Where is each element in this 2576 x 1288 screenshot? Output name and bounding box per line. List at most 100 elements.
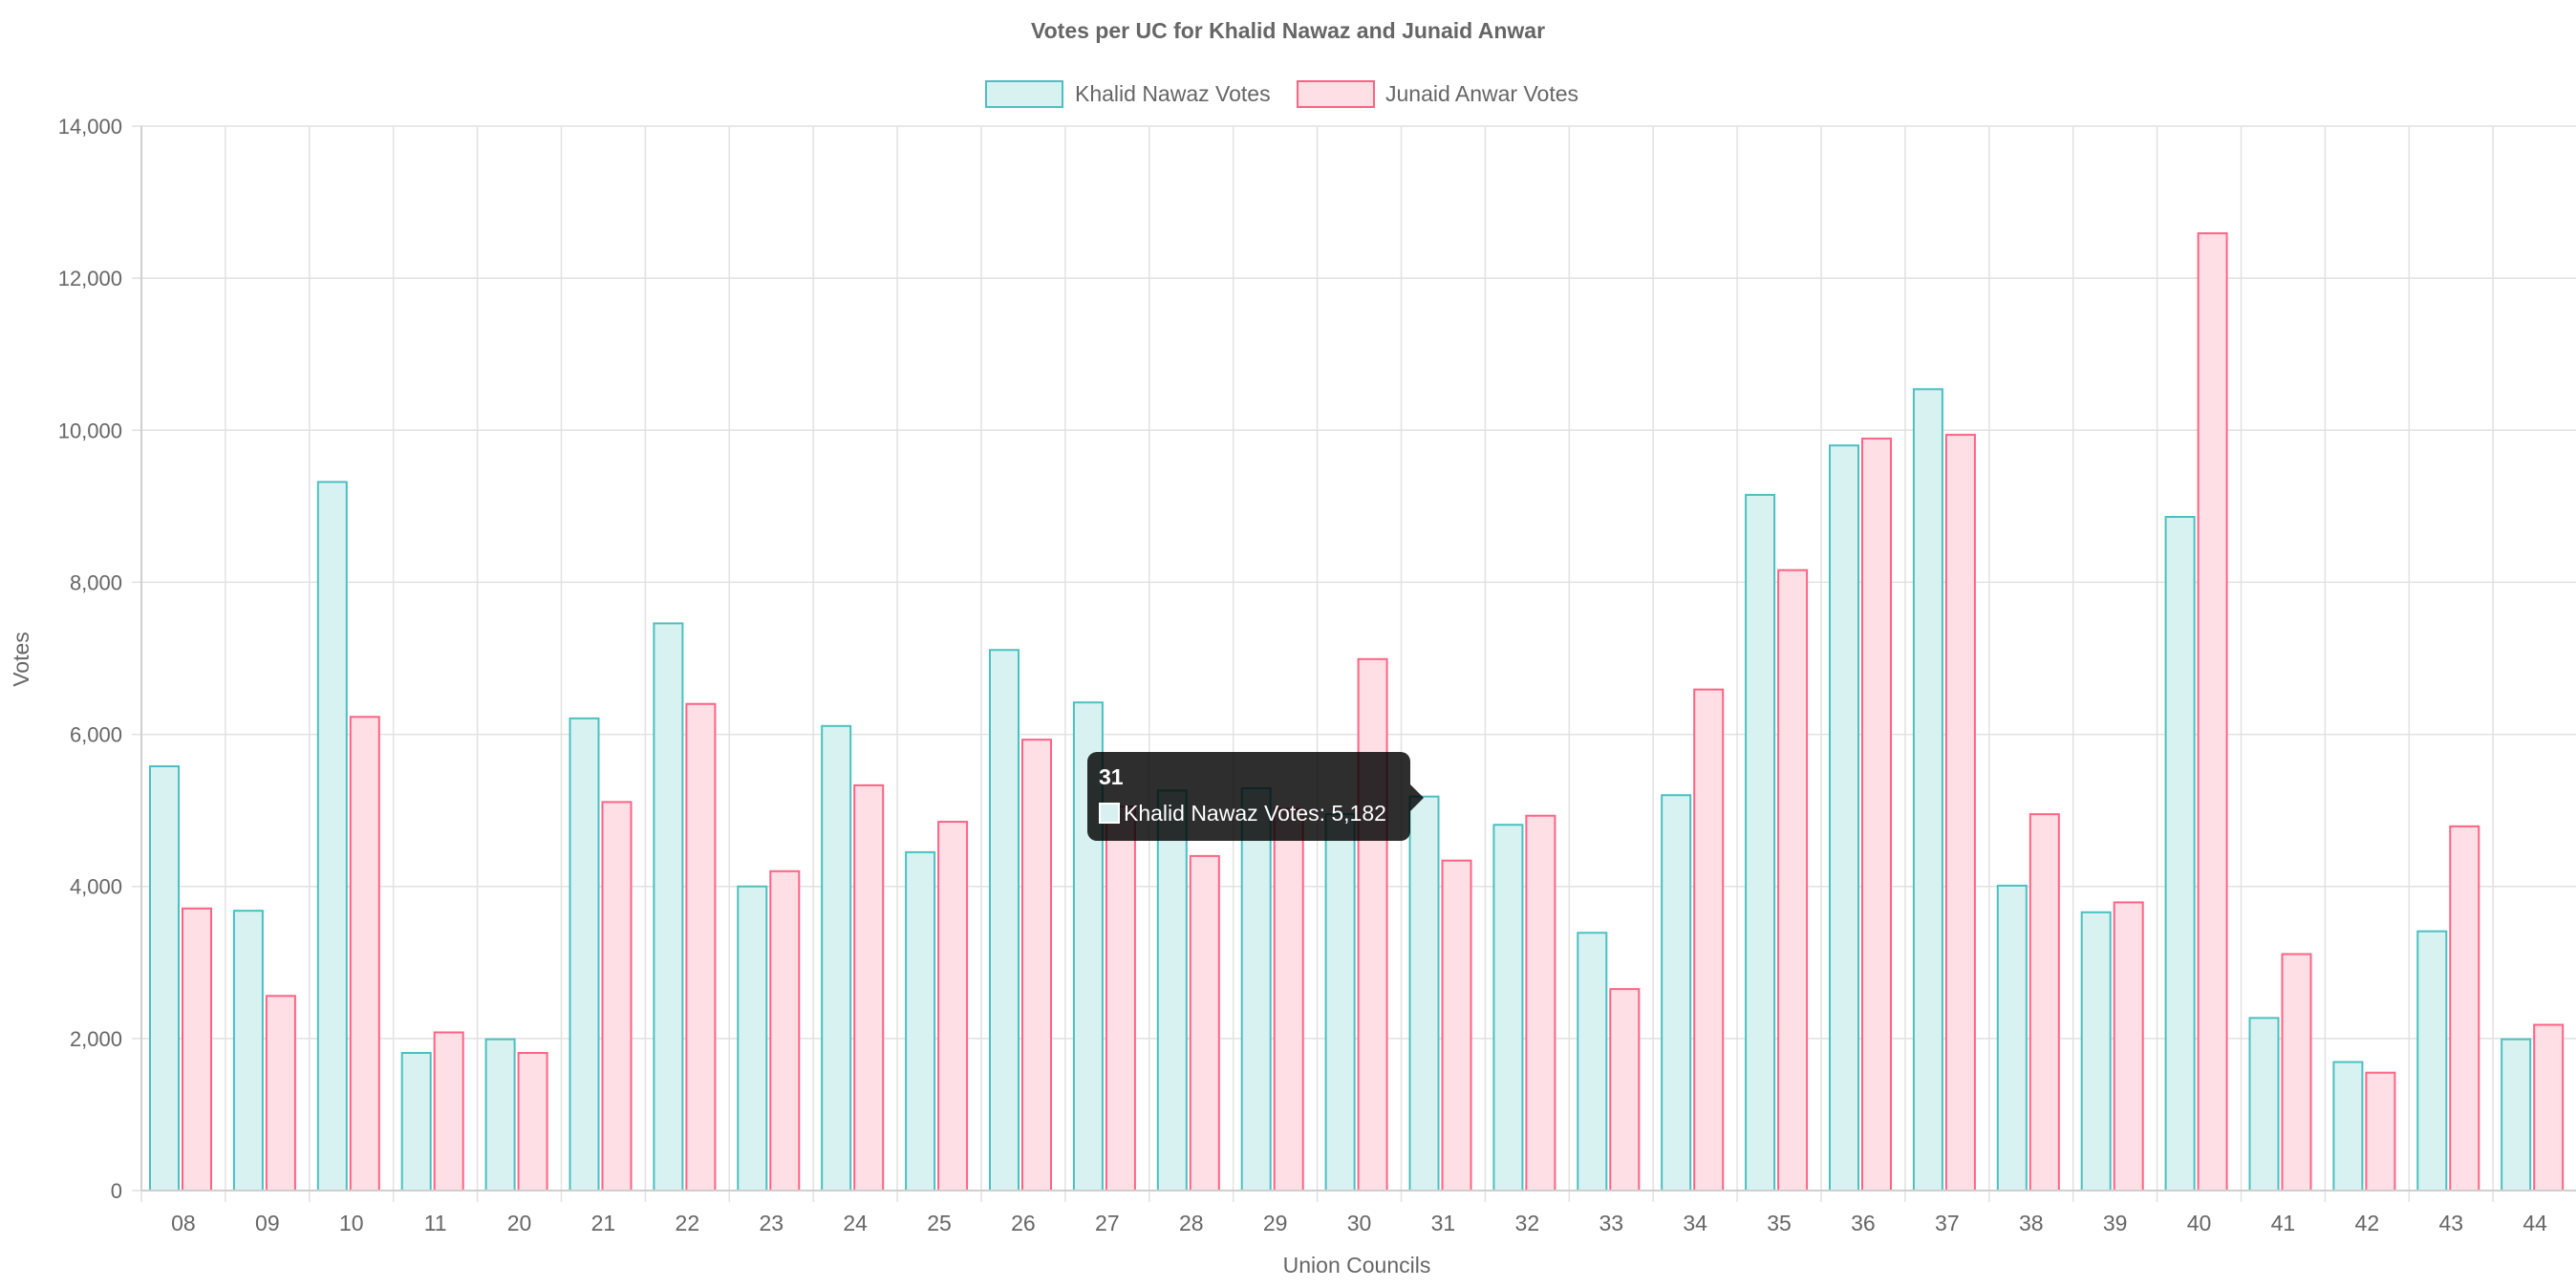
y-tick-label: 2,000 — [70, 1027, 122, 1051]
bar-junaid-25[interactable] — [937, 821, 969, 1191]
bar-khalid-26[interactable] — [989, 649, 1020, 1191]
x-tick-label: 32 — [1515, 1211, 1540, 1235]
x-tick-label: 09 — [255, 1211, 280, 1235]
bars — [149, 232, 2565, 1192]
bar-khalid-31[interactable] — [1408, 795, 1440, 1191]
bar-khalid-41[interactable] — [2248, 1017, 2280, 1191]
bar-khalid-08[interactable] — [149, 764, 180, 1192]
bar-junaid-08[interactable] — [182, 907, 212, 1191]
bar-khalid-24[interactable] — [821, 724, 852, 1191]
x-tick-label: 39 — [2103, 1211, 2128, 1235]
bar-junaid-22[interactable] — [685, 702, 717, 1191]
bar-junaid-33[interactable] — [1609, 988, 1641, 1192]
x-tick-label: 35 — [1767, 1211, 1792, 1235]
bar-junaid-30[interactable] — [1357, 657, 1388, 1191]
bar-khalid-09[interactable] — [232, 910, 264, 1191]
bar-junaid-20[interactable] — [517, 1051, 548, 1191]
x-tick-label: 24 — [843, 1211, 868, 1235]
legend-item-junaid[interactable]: Junaid Anwar Votes — [1297, 80, 1578, 108]
bar-khalid-25[interactable] — [905, 850, 936, 1192]
bar-junaid-11[interactable] — [433, 1031, 464, 1192]
bar-junaid-32[interactable] — [1525, 814, 1556, 1191]
bar-khalid-30[interactable] — [1324, 813, 1356, 1191]
bar-junaid-21[interactable] — [601, 801, 633, 1191]
bar-junaid-43[interactable] — [2449, 825, 2480, 1191]
bar-junaid-34[interactable] — [1693, 688, 1725, 1191]
bar-junaid-40[interactable] — [2197, 232, 2228, 1191]
bar-junaid-09[interactable] — [265, 995, 296, 1191]
x-tick-label: 28 — [1179, 1211, 1204, 1235]
bar-khalid-20[interactable] — [484, 1038, 516, 1191]
tooltip: 31 Khalid Nawaz Votes: 5,182 — [1087, 752, 1424, 841]
bar-junaid-28[interactable] — [1189, 854, 1220, 1192]
x-tick-label: 22 — [676, 1211, 700, 1235]
bar-junaid-44[interactable] — [2533, 1023, 2565, 1192]
bar-junaid-27[interactable] — [1105, 805, 1136, 1192]
bar-khalid-29[interactable] — [1240, 787, 1272, 1191]
bar-khalid-34[interactable] — [1661, 794, 1692, 1191]
bar-khalid-44[interactable] — [2501, 1038, 2532, 1191]
bar-khalid-36[interactable] — [1829, 444, 1859, 1191]
bar-khalid-42[interactable] — [2332, 1061, 2364, 1191]
bar-junaid-36[interactable] — [1861, 438, 1892, 1191]
bar-junaid-35[interactable] — [1777, 569, 1809, 1191]
x-tick-label: 25 — [927, 1211, 952, 1235]
tooltip-title: 31 — [1099, 764, 1124, 789]
bar-junaid-42[interactable] — [2365, 1071, 2396, 1192]
bar-khalid-10[interactable] — [316, 481, 348, 1191]
tooltip-swatch — [1099, 803, 1120, 824]
legend-label-junaid: Junaid Anwar Votes — [1385, 81, 1578, 106]
bar-junaid-29[interactable] — [1273, 807, 1304, 1192]
y-tick-label: 4,000 — [70, 875, 122, 899]
tooltip-caret — [1410, 784, 1424, 811]
x-tick-label: 34 — [1683, 1211, 1707, 1235]
y-axis-title: Votes — [9, 632, 33, 687]
bar-junaid-31[interactable] — [1441, 859, 1472, 1191]
x-tick-label: 41 — [2271, 1211, 2296, 1235]
tooltip-label: Khalid Nawaz Votes: 5,182 — [1124, 801, 1386, 826]
bar-khalid-33[interactable] — [1577, 932, 1608, 1191]
y-tick-label: 8,000 — [70, 570, 122, 594]
bar-junaid-23[interactable] — [769, 869, 801, 1191]
x-tick-label: 38 — [2019, 1211, 2044, 1235]
bar-junaid-26[interactable] — [1021, 739, 1052, 1191]
x-tick-label: 30 — [1347, 1211, 1372, 1235]
bar-junaid-10[interactable] — [349, 716, 380, 1192]
x-tick-label: 42 — [2355, 1211, 2380, 1235]
x-tick-label: 27 — [1095, 1211, 1120, 1235]
y-tick-label: 0 — [111, 1179, 122, 1203]
x-tick-label: 26 — [1011, 1211, 1036, 1235]
x-tick-label: 33 — [1599, 1211, 1623, 1235]
bar-khalid-28[interactable] — [1156, 789, 1188, 1191]
x-tick-label: 20 — [507, 1211, 532, 1235]
bar-khalid-40[interactable] — [2164, 515, 2196, 1191]
bar-junaid-39[interactable] — [2113, 901, 2144, 1191]
chart-title: Votes per UC for Khalid Nawaz and Junaid… — [1031, 18, 1545, 43]
bar-khalid-32[interactable] — [1492, 824, 1524, 1191]
bar-khalid-35[interactable] — [1745, 493, 1776, 1191]
bar-khalid-21[interactable] — [569, 717, 600, 1192]
bar-junaid-24[interactable] — [853, 784, 885, 1191]
x-tick-label: 10 — [339, 1211, 364, 1235]
legend-item-khalid[interactable]: Khalid Nawaz Votes — [985, 80, 1271, 108]
x-tick-label: 36 — [1851, 1211, 1876, 1235]
x-tick-label: 44 — [2522, 1211, 2547, 1235]
x-tick-label: 08 — [171, 1211, 196, 1235]
bar-khalid-22[interactable] — [653, 622, 684, 1191]
legend: Khalid Nawaz Votes Junaid Anwar Votes — [985, 80, 1578, 108]
bar-khalid-11[interactable] — [400, 1051, 432, 1191]
bar-junaid-38[interactable] — [2029, 813, 2060, 1191]
gridlines — [132, 125, 2576, 1202]
legend-label-khalid: Khalid Nawaz Votes — [1075, 81, 1271, 106]
bar-khalid-38[interactable] — [1996, 884, 2028, 1191]
bar-khalid-23[interactable] — [737, 885, 768, 1191]
x-tick-label: 11 — [424, 1211, 447, 1235]
bar-khalid-39[interactable] — [2080, 911, 2112, 1191]
bar-khalid-43[interactable] — [2416, 930, 2448, 1191]
bar-junaid-37[interactable] — [1944, 434, 1976, 1191]
bar-junaid-41[interactable] — [2281, 953, 2312, 1191]
bar-khalid-37[interactable] — [1912, 388, 1943, 1191]
axes: 0 2,000 4,000 6,000 8,000 10,000 12,000 14,000 0… — [58, 115, 2576, 1235]
legend-swatch-khalid — [985, 80, 1063, 108]
